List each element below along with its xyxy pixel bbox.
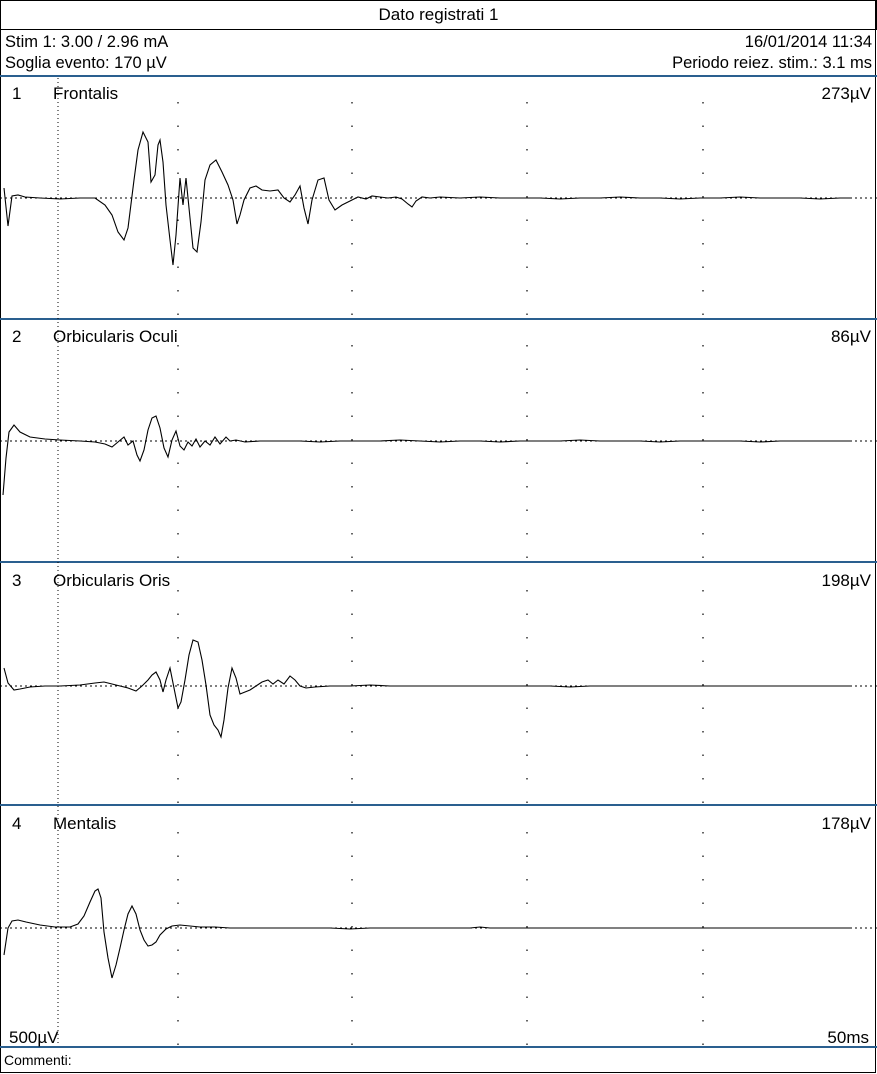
datetime: 16/01/2014 11:34 (744, 33, 872, 51)
trace-channel-2 (2, 415, 852, 496)
trace-channel-3 (3, 639, 852, 739)
event-threshold: Soglia evento: 170 µV (5, 54, 167, 72)
channel-number: 2 (12, 327, 22, 346)
header-row-2: Soglia evento: 170 µV Periodo reiez. sti… (0, 52, 877, 74)
channel-number: 4 (12, 814, 22, 833)
channel-scale: 178µV (821, 814, 872, 833)
comments-label[interactable]: Commenti: (4, 1052, 72, 1068)
panel-divider-1 (0, 318, 877, 320)
channel-scale: 198µV (821, 571, 872, 590)
channel-number: 3 (12, 571, 22, 590)
channel-number: 1 (12, 84, 22, 103)
amplitude-scale: 500µV (9, 1028, 59, 1047)
footer-divider (0, 1046, 877, 1048)
stim-rejection-period: Periodo reiez. stim.: 3.1 ms (672, 54, 872, 72)
stim-info: Stim 1: 3.00 / 2.96 mA (5, 33, 169, 51)
trace-channel-1 (3, 130, 852, 266)
channel-name: Orbicularis Oris (53, 571, 171, 590)
panel-divider-3 (0, 804, 877, 806)
channel-name: Orbicularis Oculi (53, 327, 178, 346)
channel-scale: 273µV (821, 84, 872, 103)
panel-divider-2 (0, 561, 877, 563)
header-divider (0, 75, 877, 77)
trace-channel-4 (3, 888, 852, 979)
vertical-grid (177, 102, 704, 1046)
channel-name: Frontalis (53, 84, 119, 103)
header-row-1: Stim 1: 3.00 / 2.96 mA 16/01/2014 11:34 (0, 31, 877, 53)
channel-scale: 86µV (830, 327, 871, 346)
channel-name: Mentalis (53, 814, 117, 833)
time-scale: 50ms (827, 1028, 869, 1047)
